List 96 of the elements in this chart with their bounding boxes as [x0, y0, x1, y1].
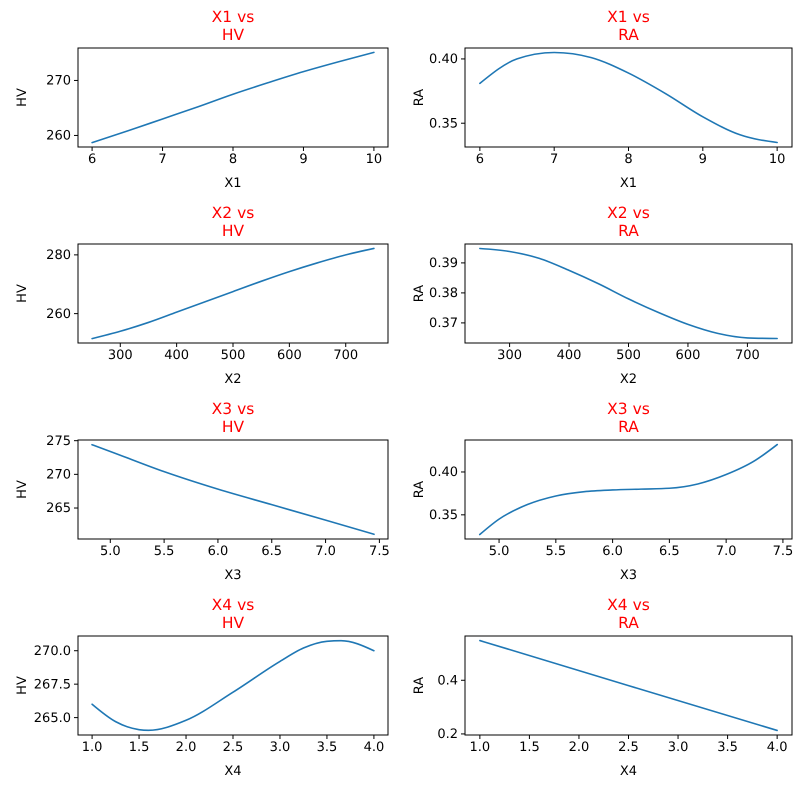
- y-axis-title: HV: [15, 676, 30, 695]
- y-tick-label: 0.38: [429, 286, 458, 302]
- chart-title: X3 vs HV: [212, 400, 254, 436]
- x-axis-title: X3: [224, 568, 242, 583]
- x-tick-label: 1.5: [519, 740, 540, 756]
- chart-title: X1 vs RA: [607, 8, 650, 44]
- x-axis-title: X3: [620, 568, 638, 583]
- y-axis-title: RA: [412, 88, 427, 106]
- x-tick-label: 4.0: [766, 740, 788, 756]
- chart-title: X2 vs HV: [212, 204, 254, 240]
- y-tick-label: 265: [46, 501, 71, 516]
- y-tick-label: 267.5: [34, 677, 71, 692]
- x-axis-title: X1: [224, 176, 242, 191]
- x-tick-label: 300: [108, 348, 133, 364]
- x-tick-label: 3.5: [717, 740, 738, 756]
- chart-title: X2 vs RA: [607, 204, 650, 240]
- x-tick-label: 700: [333, 348, 358, 364]
- x-tick-label: 700: [734, 348, 760, 364]
- x-tick-label: 500: [220, 348, 246, 364]
- x-tick-label: 6.5: [261, 544, 282, 560]
- x-tick-label: 2.0: [568, 740, 590, 756]
- x-axis-title: X2: [224, 372, 242, 387]
- y-tick-label: 0.39: [429, 256, 458, 272]
- y-tick-label: 270: [46, 468, 71, 483]
- line-series: [478, 444, 778, 536]
- x-tick-label: 10: [366, 152, 382, 168]
- line-series: [91, 640, 375, 732]
- y-tick-label: 0.4: [437, 673, 458, 688]
- x-tick-label: 4.0: [364, 740, 384, 756]
- y-axis-title: RA: [412, 480, 427, 498]
- y-tick-label: 270: [46, 74, 71, 89]
- x-tick-label: 300: [497, 348, 522, 364]
- x-tick-label: 6.0: [602, 544, 623, 560]
- y-axis-title: HV: [15, 480, 30, 499]
- x-tick-label: 5.5: [545, 544, 566, 560]
- y-axis-title: RA: [412, 676, 427, 694]
- x-tick-label: 7.0: [716, 544, 736, 560]
- x-tick-label: 8: [624, 152, 633, 168]
- x-tick-label: 5.0: [488, 544, 510, 560]
- x-axis-title: X2: [620, 372, 638, 387]
- x-tick-label: 400: [164, 348, 190, 364]
- x-tick-label: 500: [616, 348, 641, 364]
- y-axis-title: HV: [15, 88, 30, 107]
- line-series: [91, 248, 375, 340]
- x-axis-title: X1: [620, 176, 638, 191]
- x-tick-label: 6: [476, 152, 484, 168]
- x-tick-label: 6.5: [659, 544, 680, 560]
- x-tick-label: 9: [299, 152, 308, 168]
- x-tick-label: 5.5: [154, 544, 174, 560]
- x-tick-label: 7: [158, 152, 167, 168]
- y-tick-label: 265.0: [34, 710, 71, 726]
- y-tick-label: 0.40: [429, 465, 458, 480]
- x-tick-label: 1.5: [128, 740, 150, 756]
- y-tick-label: 260: [46, 306, 71, 322]
- y-tick-label: 270.0: [34, 644, 71, 659]
- x-tick-label: 6.0: [208, 544, 228, 560]
- x-tick-label: 3.5: [316, 740, 338, 756]
- x-tick-label: 1.0: [470, 740, 490, 756]
- y-tick-label: 0.37: [429, 316, 458, 332]
- y-axis-title: HV: [15, 284, 30, 303]
- x-axis-title: X4: [224, 764, 242, 779]
- line-series: [91, 52, 375, 144]
- x-tick-label: 6: [88, 152, 96, 168]
- line-series: [91, 444, 375, 536]
- y-tick-label: 0.40: [429, 52, 458, 68]
- x-tick-label: 600: [276, 348, 302, 364]
- x-tick-label: 2.5: [222, 740, 244, 756]
- x-tick-label: 7.5: [772, 544, 794, 560]
- x-tick-label: 7: [550, 152, 558, 168]
- y-tick-label: 0.35: [429, 508, 458, 523]
- x-tick-label: 9: [698, 152, 707, 168]
- x-tick-label: 8: [228, 152, 238, 168]
- x-tick-label: 2.5: [618, 740, 639, 756]
- chart-title: X4 vs HV: [212, 596, 254, 632]
- x-tick-label: 1.0: [82, 740, 102, 756]
- chart-title: X4 vs RA: [607, 596, 650, 632]
- x-tick-label: 5.0: [100, 544, 121, 560]
- x-axis-title: X4: [620, 764, 638, 779]
- x-tick-label: 7.5: [369, 544, 390, 560]
- chart-title: X1 vs HV: [212, 8, 254, 44]
- y-tick-label: 280: [46, 248, 71, 264]
- x-tick-label: 3.0: [668, 740, 688, 756]
- x-tick-label: 7.0: [315, 544, 336, 560]
- x-tick-label: 3.0: [270, 740, 290, 756]
- x-tick-label: 600: [676, 348, 700, 364]
- line-series: [479, 248, 778, 340]
- y-tick-label: 0.2: [437, 727, 458, 742]
- y-tick-label: 0.35: [429, 116, 458, 132]
- y-tick-label: 275: [46, 434, 71, 449]
- x-tick-label: 400: [556, 348, 582, 364]
- chart-title: X3 vs RA: [607, 400, 650, 436]
- line-series: [479, 52, 778, 144]
- y-tick-label: 260: [46, 128, 71, 144]
- x-tick-label: 10: [768, 152, 786, 168]
- x-tick-label: 2.0: [176, 740, 196, 756]
- y-axis-title: RA: [412, 284, 427, 302]
